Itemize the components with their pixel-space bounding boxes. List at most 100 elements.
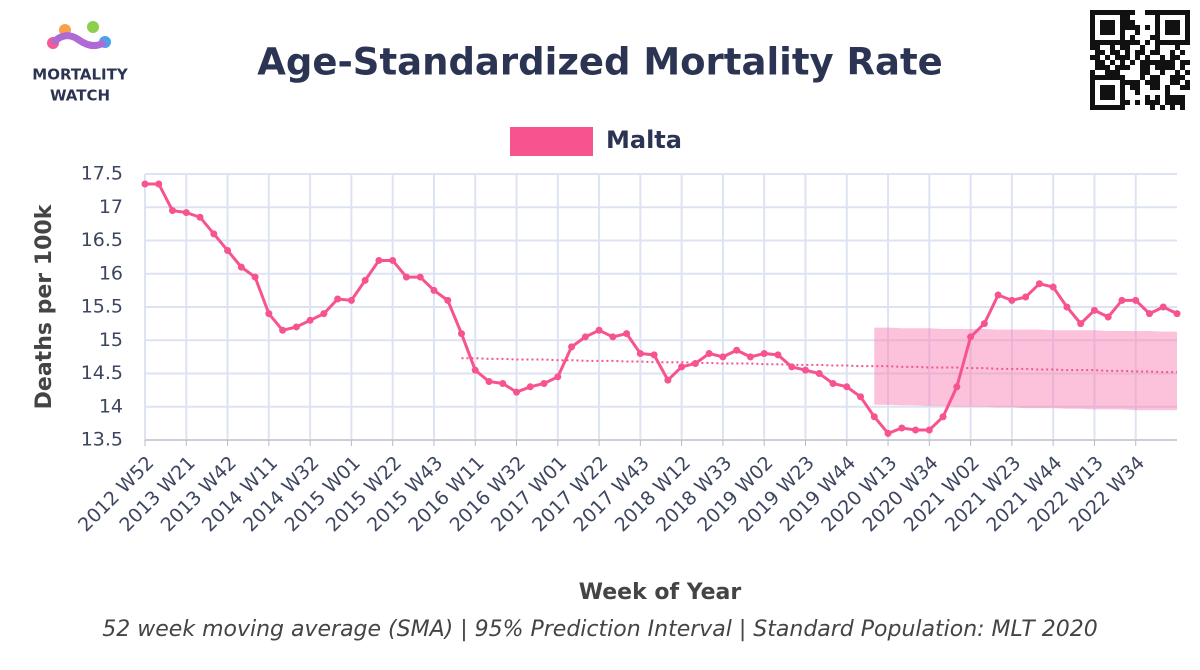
qr-cell (1140, 75, 1145, 80)
qr-cell (1110, 50, 1115, 55)
qr-cell (1125, 15, 1130, 20)
qr-cell (1110, 10, 1115, 15)
qr-cell (1095, 55, 1100, 60)
qr-cell (1170, 75, 1175, 80)
qr-cell (1145, 60, 1150, 65)
qr-cell (1115, 40, 1120, 45)
qr-cell (1165, 65, 1170, 70)
point (361, 276, 369, 284)
qr-cell (1185, 70, 1190, 75)
qr-cell (1090, 35, 1095, 40)
qr-cell (1185, 25, 1190, 30)
qr-cell (1090, 10, 1095, 15)
point (182, 209, 190, 217)
qr-cell (1130, 60, 1135, 65)
qr-cell (1090, 15, 1095, 20)
qr-cell (1120, 45, 1125, 50)
qr-cell (1105, 90, 1110, 95)
qr-cell (1120, 30, 1125, 35)
qr-cell (1185, 15, 1190, 20)
qr-cell (1145, 80, 1150, 85)
qr-cell (1110, 85, 1115, 90)
point (857, 393, 865, 401)
point (1132, 296, 1140, 304)
qr-cell (1090, 85, 1095, 90)
qr-cell (1120, 85, 1125, 90)
qr-cell (1165, 10, 1170, 15)
qr-cell (1115, 105, 1120, 110)
qr-cell (1120, 55, 1125, 60)
qr-cell (1175, 10, 1180, 15)
qr-cell (1145, 95, 1150, 100)
qr-cell (1090, 70, 1095, 75)
qr-cell (1180, 50, 1185, 55)
qr-cell (1100, 40, 1105, 45)
legend-label: Malta (606, 126, 682, 154)
point (925, 426, 933, 434)
qr-cell (1155, 100, 1160, 105)
qr-cell (1100, 60, 1105, 65)
qr-cell (1140, 60, 1145, 65)
qr-cell (1100, 50, 1105, 55)
qr-cell (1100, 30, 1105, 35)
qr-cell (1105, 25, 1110, 30)
qr-cell (1160, 105, 1165, 110)
qr-cell (1095, 60, 1100, 65)
qr-cell (1105, 65, 1110, 70)
qr-cell (1130, 35, 1135, 40)
qr-cell (1090, 55, 1095, 60)
qr-cell (1100, 20, 1105, 25)
qr-cell (1170, 95, 1175, 100)
qr-cell (1155, 50, 1160, 55)
point (884, 429, 892, 437)
y-tick-label: 16 (99, 262, 123, 284)
point (416, 273, 424, 281)
point (691, 360, 699, 368)
y-tick-label: 16.5 (81, 229, 123, 251)
qr-cell (1120, 95, 1125, 100)
qr-cell (1090, 25, 1095, 30)
qr-cell (1160, 70, 1165, 75)
qr-cell (1115, 65, 1120, 70)
point (746, 353, 754, 361)
qr-cell (1100, 10, 1105, 15)
baseline (461, 357, 1177, 374)
qr-cell (1135, 85, 1140, 90)
qr-cell (1100, 95, 1105, 100)
qr-cell (1165, 100, 1170, 105)
qr-cell (1105, 20, 1110, 25)
qr-cell (1120, 15, 1125, 20)
qr-cell (1130, 40, 1135, 45)
qr-cell (1110, 60, 1115, 65)
qr-cell (1125, 55, 1130, 60)
qr-cell (1150, 35, 1155, 40)
qr-cell (1150, 105, 1155, 110)
qr-cell (1185, 10, 1190, 15)
qr-cell (1095, 45, 1100, 50)
point (801, 366, 809, 374)
qr-cell (1170, 105, 1175, 110)
point (169, 207, 177, 215)
point (623, 330, 631, 338)
qr-cell (1135, 55, 1140, 60)
qr-cell (1140, 45, 1145, 50)
qr-cell (1110, 20, 1115, 25)
point (1077, 320, 1085, 328)
qr-cell (1090, 100, 1095, 105)
point (1173, 310, 1181, 318)
qr-cell (1110, 90, 1115, 95)
qr-cell (1155, 35, 1160, 40)
qr-cell (1090, 80, 1095, 85)
qr-cell (1145, 40, 1150, 45)
point (1118, 296, 1126, 304)
qr-cell (1170, 80, 1175, 85)
point (1090, 306, 1098, 314)
qr-cell (1175, 70, 1180, 75)
point (980, 320, 988, 328)
qr-cell (1120, 10, 1125, 15)
qr-cell (1175, 20, 1180, 25)
qr-cell (1145, 10, 1150, 15)
point (912, 426, 920, 434)
logo-text: WATCH (50, 87, 110, 105)
point (347, 296, 355, 304)
